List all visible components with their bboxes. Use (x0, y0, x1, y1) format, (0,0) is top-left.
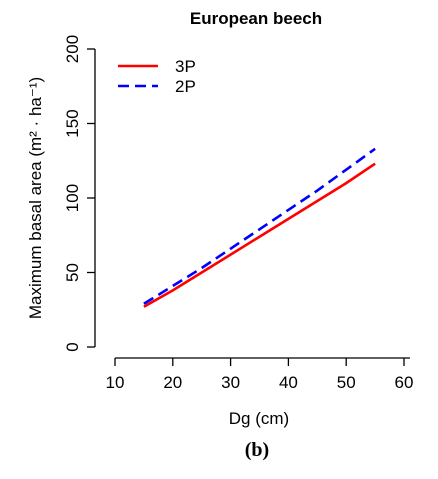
y-tick-label: 150 (63, 109, 82, 137)
series-line-2P (143, 147, 376, 305)
y-tick-label: 100 (63, 184, 82, 212)
x-tick-label: 50 (337, 373, 356, 392)
y-tick-label: 0 (63, 342, 82, 351)
plot-frame (94, 49, 410, 359)
x-ticks: 10 20 30 40 50 60 (106, 358, 414, 392)
x-tick-label: 60 (395, 373, 414, 392)
x-tick-label: 20 (163, 373, 182, 392)
x-tick-label: 30 (221, 373, 240, 392)
x-axis-label: Dg (cm) (229, 409, 289, 428)
y-axis-label: Maximum basal area (m² · ha⁻¹) (26, 77, 45, 319)
series-line-3P (143, 162, 376, 308)
legend-label-2P: 2P (175, 77, 196, 96)
y-tick-label: 200 (63, 35, 82, 63)
series-layer (143, 147, 376, 308)
x-tick-label: 40 (279, 373, 298, 392)
chart-title: European beech (190, 9, 322, 28)
y-ticks: 0 50 100 150 200 (63, 35, 95, 352)
legend-label-3P: 3P (175, 57, 196, 76)
panel-label: (b) (245, 439, 269, 461)
y-tick-label: 50 (63, 263, 82, 282)
x-tick-label: 10 (106, 373, 125, 392)
